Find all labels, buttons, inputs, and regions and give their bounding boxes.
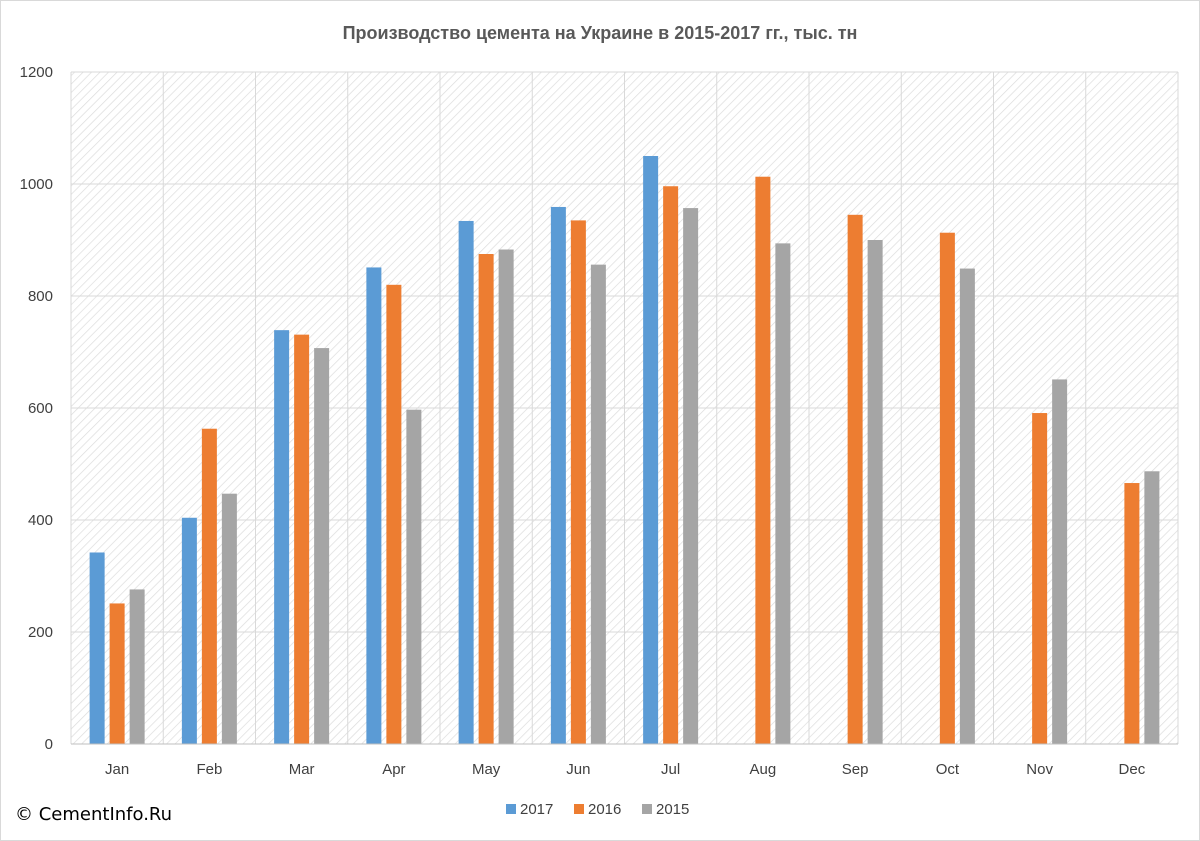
y-tick-label: 400 xyxy=(28,512,53,529)
bar-2015-nov xyxy=(1052,379,1068,744)
x-axis: Jan Feb Mar Apr May Jun Jul Aug Sep Oct Nov Dec xyxy=(71,743,1178,778)
bar-2016-oct xyxy=(939,232,955,744)
bar-2016-may xyxy=(478,254,494,744)
y-tick-label: 0 xyxy=(45,736,53,753)
legend-label-2016: 2016 xyxy=(588,801,621,818)
x-tick-label: May xyxy=(472,761,501,778)
bar-2015-mar xyxy=(314,348,330,744)
copyright-text: © CementInfo.Ru xyxy=(15,804,173,825)
bar-2017-jan xyxy=(89,552,105,744)
bar-2017-feb xyxy=(181,517,197,744)
bar-2016-jan xyxy=(109,603,125,744)
x-tick-label: Jun xyxy=(566,761,590,778)
bar-2017-jun xyxy=(550,206,566,744)
bar-2016-nov xyxy=(1032,413,1048,744)
x-tick-label: Apr xyxy=(382,761,405,778)
legend: 2017 2016 2015 xyxy=(506,801,689,818)
bar-2016-feb xyxy=(201,428,217,744)
bar-2015-feb xyxy=(221,493,237,744)
y-tick-label: 800 xyxy=(28,288,53,305)
x-tick-label: Dec xyxy=(1119,761,1146,778)
bar-2017-mar xyxy=(274,330,290,744)
chart-title: Производство цемента на Украине в 2015-2… xyxy=(343,23,858,43)
bar-2015-aug xyxy=(775,243,791,745)
y-tick-label: 600 xyxy=(28,400,53,417)
y-tick-label: 200 xyxy=(28,624,53,641)
y-tick-label: 1200 xyxy=(20,64,53,81)
bar-2015-apr xyxy=(406,409,422,744)
bar-2016-jul xyxy=(663,186,679,745)
bar-2016-dec xyxy=(1124,483,1140,744)
bar-2016-aug xyxy=(755,176,771,745)
bar-2016-sep xyxy=(847,214,863,745)
x-tick-label: Mar xyxy=(289,761,315,778)
bar-2015-jan xyxy=(129,589,145,744)
bar-2015-sep xyxy=(867,240,883,744)
gridlines xyxy=(70,71,1179,745)
bar-2015-dec xyxy=(1144,471,1160,744)
y-axis: 0 200 400 600 800 1000 1200 xyxy=(20,64,53,753)
bar-2016-mar xyxy=(294,334,310,744)
x-tick-label: Sep xyxy=(842,761,869,778)
legend-swatch-2017 xyxy=(506,804,516,814)
bar-2015-oct xyxy=(959,268,975,744)
legend-label-2015: 2015 xyxy=(656,801,689,818)
x-tick-label: Feb xyxy=(196,761,222,778)
bar-2015-may xyxy=(498,249,514,744)
legend-label-2017: 2017 xyxy=(520,801,553,818)
bar-2016-jun xyxy=(570,220,586,744)
bar-2015-jun xyxy=(590,264,606,744)
bar-2017-apr xyxy=(366,267,382,744)
legend-swatch-2016 xyxy=(574,804,584,814)
x-tick-label: Jul xyxy=(661,761,680,778)
bar-2017-may xyxy=(458,220,474,744)
bar-2016-apr xyxy=(386,284,402,744)
bars xyxy=(89,156,1160,745)
x-tick-label: Jan xyxy=(105,761,129,778)
legend-swatch-2015 xyxy=(642,804,652,814)
bar-2017-jul xyxy=(643,156,659,744)
bar-2015-jul xyxy=(683,208,699,744)
y-tick-label: 1000 xyxy=(20,176,53,193)
x-tick-label: Oct xyxy=(936,761,960,778)
x-tick-label: Aug xyxy=(750,761,777,778)
x-tick-label: Nov xyxy=(1026,761,1053,778)
